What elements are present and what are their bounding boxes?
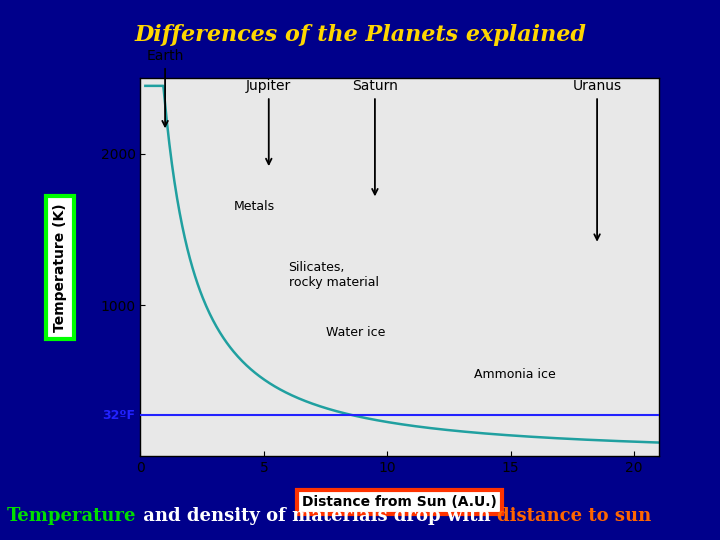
Text: Ammonia ice: Ammonia ice	[474, 368, 555, 381]
Text: Metals: Metals	[234, 200, 275, 213]
Text: 32ºF: 32ºF	[102, 409, 135, 422]
Text: Saturn: Saturn	[352, 79, 398, 194]
Text: Temperature: Temperature	[7, 507, 137, 525]
Text: Earth: Earth	[146, 49, 184, 126]
Text: Jupiter: Jupiter	[246, 79, 292, 164]
Text: Water ice: Water ice	[325, 326, 385, 339]
Text: Differences of the Planets explained: Differences of the Planets explained	[134, 24, 586, 46]
Text: Distance from Sun (A.U.): Distance from Sun (A.U.)	[302, 495, 497, 509]
Text: Temperature (K): Temperature (K)	[53, 203, 67, 332]
Text: and density of materials drop with: and density of materials drop with	[137, 507, 497, 525]
Text: Silicates,
rocky material: Silicates, rocky material	[289, 261, 379, 289]
Text: Uranus: Uranus	[572, 79, 621, 240]
Text: distance to sun: distance to sun	[497, 507, 651, 525]
